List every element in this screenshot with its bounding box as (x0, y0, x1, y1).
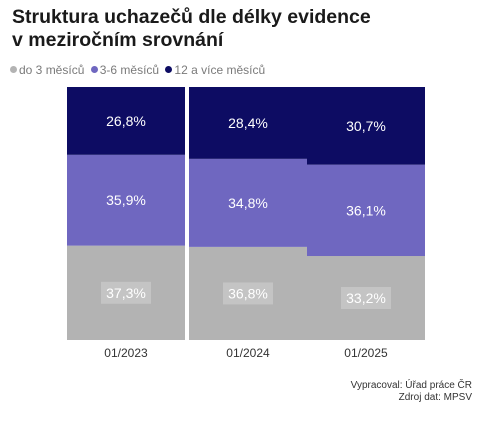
legend-label-short-term: do 3 měsíců (19, 63, 85, 77)
chart-legend: do 3 měsíců 3-6 měsíců 12 a více měsíců (10, 63, 268, 77)
chart-title-line-2: v meziročním srovnání (12, 29, 224, 51)
chart-title-line-1: Struktura uchazečů dle délky evidence (12, 6, 371, 28)
data-label-short-term-3: 33,2% (346, 290, 386, 306)
x-tick-label-1: 01/2023 (104, 346, 148, 360)
legend-item-long-term: 12 a více měsíců (165, 63, 265, 77)
legend-label-long-term: 12 a více měsíců (174, 63, 266, 77)
bar-segment-long-term-3 (307, 87, 425, 165)
legend-marker-short-term (10, 66, 17, 73)
data-label-long-term-1: 26,8% (106, 113, 146, 129)
data-label-box-short-term-1 (101, 281, 151, 304)
legend-marker-mid-term (90, 66, 98, 73)
chart-title: Struktura uchazečů dle délky evidence v … (12, 6, 482, 52)
x-tick-label-2: 01/2024 (226, 346, 270, 360)
credit-author: Vypracoval: Úřad práce ČR (350, 380, 472, 391)
chart-credit: Vypracoval: Úřad práce ČR Zdroj dat: MPS… (351, 380, 472, 404)
x-tick-label-3: 01/2025 (344, 346, 388, 360)
bar-segment-mid-term-1 (67, 154, 185, 246)
bar-segment-long-term-1 (67, 87, 185, 155)
data-label-box-short-term-2 (223, 282, 273, 305)
legend-item-short-term: do 3 měsíců (10, 63, 84, 77)
legend-marker-long-term (165, 66, 173, 73)
data-label-short-term-2: 36,8% (228, 285, 268, 301)
data-label-long-term-2: 28,4% (228, 115, 268, 131)
bar-segment-mid-term-3 (307, 164, 425, 257)
data-label-mid-term-1: 35,9% (106, 192, 146, 208)
bar-segment-mid-term-2 (189, 158, 307, 247)
data-label-mid-term-2: 34,8% (228, 195, 268, 211)
data-label-long-term-3: 30,7% (346, 118, 386, 134)
data-label-mid-term-3: 36,1% (346, 202, 386, 218)
data-label-short-term-1: 37,3% (106, 285, 146, 301)
credit-source: Zdroj dat: MPSV (398, 392, 472, 403)
bar-segment-long-term-2 (189, 87, 307, 159)
legend-item-mid-term: 3-6 měsíců (90, 63, 160, 77)
legend-label-mid-term: 3-6 měsíců (99, 63, 160, 77)
data-label-box-short-term-3 (341, 287, 391, 310)
